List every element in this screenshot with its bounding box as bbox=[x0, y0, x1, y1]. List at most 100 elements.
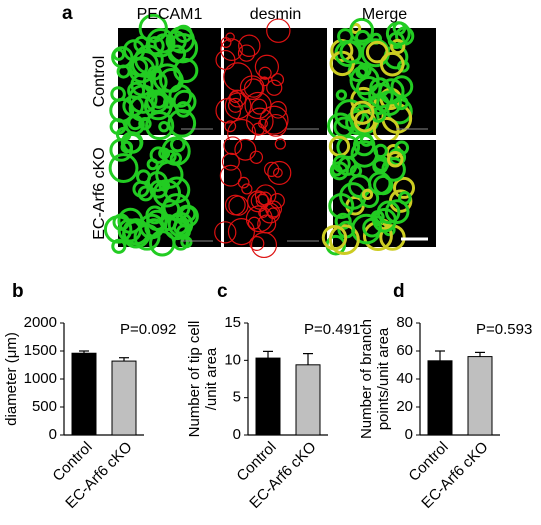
vessel bbox=[127, 81, 146, 100]
vessel bbox=[321, 224, 348, 251]
vessel bbox=[149, 230, 176, 257]
vessel bbox=[349, 17, 375, 43]
panel-letter: d bbox=[393, 281, 405, 302]
vessel bbox=[381, 157, 406, 182]
vessel bbox=[328, 192, 355, 219]
vessel bbox=[258, 66, 272, 80]
vessel bbox=[328, 224, 360, 256]
vessel bbox=[167, 32, 199, 64]
vessel bbox=[386, 151, 404, 168]
vessel bbox=[138, 13, 168, 43]
panel-letter: a bbox=[62, 3, 73, 24]
vessel bbox=[259, 202, 281, 224]
y-tick-label: 0 bbox=[233, 426, 241, 443]
y-tick-label: 0 bbox=[405, 426, 413, 443]
column-header: Merge bbox=[362, 6, 407, 23]
y-axis-label: Vascular network bbox=[0, 322, 3, 436]
vessel bbox=[224, 194, 246, 216]
vessel bbox=[264, 113, 288, 137]
y-tick-label: 2000 bbox=[24, 314, 57, 331]
vessel bbox=[138, 117, 152, 131]
vessel bbox=[332, 154, 351, 173]
vessel bbox=[155, 160, 184, 189]
vessel bbox=[362, 217, 382, 238]
bar bbox=[427, 360, 453, 436]
vessel bbox=[158, 147, 171, 160]
vessel bbox=[112, 48, 126, 61]
y-axis-label: /unit area bbox=[203, 347, 220, 410]
vessel bbox=[385, 21, 411, 47]
y-tick-label: 40 bbox=[396, 370, 413, 387]
y-tick-label: 500 bbox=[32, 398, 57, 415]
vessel bbox=[160, 214, 178, 232]
y-tick-label: 5 bbox=[233, 389, 241, 406]
vessel bbox=[272, 167, 283, 178]
y-tick-label: 0 bbox=[49, 426, 57, 443]
vessel bbox=[220, 38, 243, 61]
y-tick-label: 60 bbox=[396, 342, 413, 359]
vessel bbox=[271, 73, 285, 87]
vessel bbox=[122, 39, 146, 62]
panel-letter: c bbox=[217, 281, 228, 302]
vessel bbox=[350, 140, 379, 168]
vessel bbox=[372, 207, 397, 233]
y-tick-label: 1000 bbox=[24, 370, 57, 387]
vessel bbox=[237, 176, 250, 189]
vessel bbox=[146, 158, 159, 171]
vessel bbox=[223, 62, 253, 92]
column-header: PECAM1 bbox=[137, 6, 203, 23]
vessel bbox=[175, 101, 192, 118]
row-label: EC-Arf6 cKO bbox=[91, 147, 108, 239]
vessel bbox=[111, 238, 127, 254]
vessel bbox=[137, 185, 154, 202]
vessel bbox=[152, 179, 182, 208]
vessel bbox=[227, 218, 256, 246]
vessel bbox=[108, 153, 139, 183]
bar bbox=[467, 356, 493, 436]
vessel bbox=[223, 136, 243, 156]
vessel bbox=[254, 54, 280, 79]
vessel bbox=[255, 193, 270, 208]
vessel bbox=[254, 184, 277, 206]
vessel bbox=[376, 90, 402, 117]
bar bbox=[295, 364, 321, 436]
vessel bbox=[241, 183, 253, 195]
bar bbox=[111, 360, 137, 436]
vessel bbox=[373, 174, 394, 196]
vessel bbox=[372, 158, 389, 175]
vessel bbox=[120, 131, 144, 154]
vessel bbox=[237, 44, 256, 62]
vessel bbox=[384, 199, 410, 224]
p-value: P=0.593 bbox=[476, 321, 532, 338]
vessel bbox=[251, 122, 265, 136]
y-tick-label: 80 bbox=[396, 314, 413, 331]
vessel bbox=[259, 105, 289, 135]
vessel bbox=[247, 216, 261, 230]
y-tick-label: 20 bbox=[396, 398, 413, 415]
vessel bbox=[339, 40, 363, 64]
vessel bbox=[390, 75, 414, 99]
vessel bbox=[150, 92, 167, 109]
row-label: Control bbox=[91, 56, 108, 108]
p-value: P=0.092 bbox=[120, 321, 176, 338]
vessel bbox=[163, 213, 191, 241]
vessel bbox=[365, 40, 389, 64]
vessel bbox=[229, 91, 242, 103]
vessel bbox=[329, 161, 349, 181]
vessel bbox=[359, 133, 374, 147]
y-tick-label: 1500 bbox=[24, 342, 57, 359]
micrographs bbox=[103, 13, 436, 259]
vessel bbox=[158, 120, 170, 133]
y-axis-label: Number of tip cell bbox=[186, 321, 203, 438]
vessel bbox=[127, 114, 144, 131]
vessel bbox=[349, 65, 380, 96]
vessel bbox=[251, 98, 268, 115]
y-tick-label: 10 bbox=[224, 351, 241, 368]
vessel bbox=[109, 97, 135, 123]
vessel bbox=[350, 100, 375, 125]
vessel bbox=[117, 218, 142, 243]
bar bbox=[255, 357, 281, 436]
y-tick-label: 15 bbox=[224, 314, 241, 331]
vessel bbox=[238, 34, 261, 57]
vessel bbox=[146, 28, 176, 58]
